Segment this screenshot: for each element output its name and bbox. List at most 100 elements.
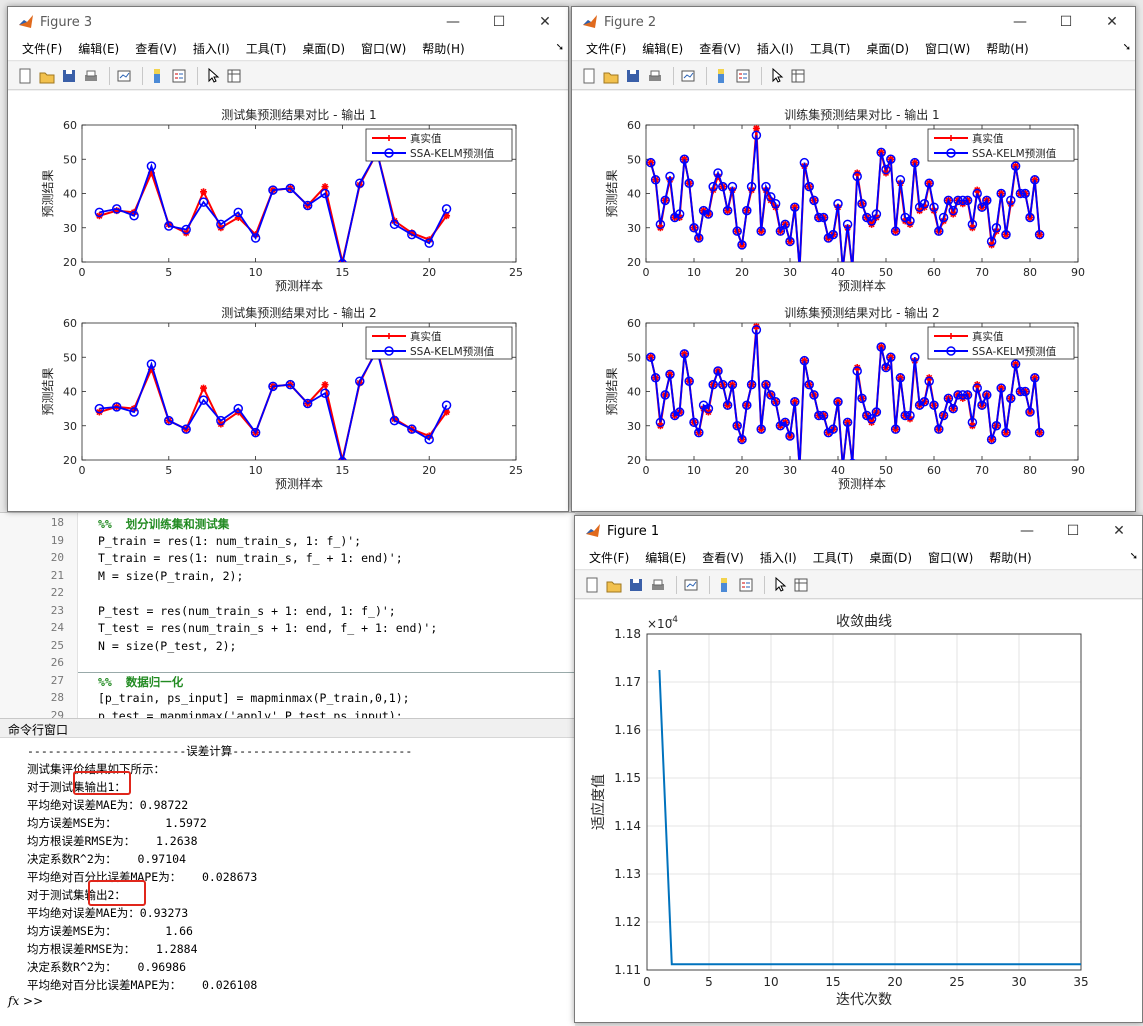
pointer-icon[interactable]	[767, 67, 785, 85]
menu-help[interactable]: 帮助(H)	[422, 42, 465, 56]
property-inspector-icon[interactable]	[792, 576, 810, 594]
close-button[interactable]: ✕	[1106, 14, 1118, 30]
open-folder-icon[interactable]	[605, 576, 623, 594]
code-line[interactable]: N = size(P_test, 2);	[98, 638, 237, 653]
colorbar-icon[interactable]	[715, 576, 733, 594]
print-icon[interactable]	[82, 67, 100, 85]
open-folder-icon[interactable]	[38, 67, 56, 85]
figure1-titlebar[interactable]: Figure 1 — ☐ ✕	[575, 516, 1142, 546]
figure1-toolbar	[575, 571, 1142, 599]
command-window-header: 命令行窗口	[0, 718, 575, 738]
new-file-icon[interactable]	[16, 67, 34, 85]
menu-desktop[interactable]: 桌面(D)	[869, 551, 913, 565]
predicted-value-marker	[852, 366, 862, 376]
save-icon[interactable]	[627, 576, 645, 594]
menu-edit[interactable]: 编辑(E)	[642, 42, 684, 56]
menu-view[interactable]: 查看(V)	[135, 42, 177, 56]
new-file-icon[interactable]	[583, 576, 601, 594]
legend[interactable]: 真实值 SSA-KELM预测值	[365, 326, 513, 360]
colorbar-icon[interactable]	[712, 67, 730, 85]
legend-icon[interactable]	[170, 67, 188, 85]
figure2-titlebar[interactable]: Figure 2 — ☐ ✕	[572, 7, 1135, 37]
true-value-marker	[796, 463, 803, 470]
legend[interactable]: 真实值 SSA-KELM预测值	[927, 128, 1075, 162]
predicted-value-marker	[905, 410, 915, 421]
minimize-button[interactable]: —	[446, 14, 460, 30]
figure1-window[interactable]: Figure 1 — ☐ ✕ 文件(F) 编辑(E) 查看(V) 插入(I) 工…	[574, 515, 1143, 1023]
link-plot-icon[interactable]	[115, 67, 133, 85]
menu-view[interactable]: 查看(V)	[702, 551, 744, 565]
link-plot-icon[interactable]	[682, 576, 700, 594]
menu-insert[interactable]: 插入(I)	[759, 551, 797, 565]
menu-file[interactable]: 文件(F)	[586, 42, 627, 56]
minimize-button[interactable]: —	[1020, 523, 1034, 539]
maximize-button[interactable]: ☐	[1066, 523, 1080, 539]
code-line[interactable]: M = size(P_train, 2);	[98, 568, 244, 583]
predicted-value-marker	[355, 178, 365, 188]
code-section-comment[interactable]: %% 数据归一化	[98, 674, 184, 689]
figure2-window[interactable]: Figure 2 — ☐ ✕ 文件(F) 编辑(E) 查看(V) 插入(I) 工…	[571, 6, 1136, 512]
close-button[interactable]: ✕	[539, 14, 551, 30]
pointer-icon[interactable]	[203, 67, 221, 85]
print-icon[interactable]	[649, 576, 667, 594]
maximize-button[interactable]: ☐	[492, 14, 506, 30]
command-window[interactable]: -----------------------误差计算-------------…	[0, 738, 575, 1026]
command-prompt[interactable]: fx >>	[8, 994, 44, 1008]
new-file-icon[interactable]	[580, 67, 598, 85]
menu-help[interactable]: 帮助(H)	[986, 42, 1029, 56]
menu-help[interactable]: 帮助(H)	[989, 551, 1032, 565]
menu-tools[interactable]: 工具(T)	[812, 551, 854, 565]
menu-edit[interactable]: 编辑(E)	[78, 42, 120, 56]
x-tick-label: 30	[783, 266, 797, 279]
menu-insert[interactable]: 插入(I)	[756, 42, 794, 56]
menu-tools[interactable]: 工具(T)	[245, 42, 287, 56]
legend-icon[interactable]	[737, 576, 755, 594]
menu-file[interactable]: 文件(F)	[22, 42, 63, 56]
legend[interactable]: 真实值 SSA-KELM预测值	[365, 128, 513, 162]
predicted-value-marker	[746, 379, 757, 390]
menu-view[interactable]: 查看(V)	[699, 42, 741, 56]
code-line[interactable]: T_test = res(num_train_s + 1: end, f_ + …	[98, 621, 438, 635]
minimize-button[interactable]: —	[1013, 14, 1027, 30]
dock-arrow-icon[interactable]: ➘	[1129, 551, 1138, 562]
code-editor[interactable]: 18 %% 划分训练集和测试集 19 P_train = res(1: num_tra…	[0, 512, 575, 723]
colorbar-icon[interactable]	[148, 67, 166, 85]
menu-window[interactable]: 窗口(W)	[928, 551, 974, 565]
code-line[interactable]: T_train = res(1: num_train_s, f_ + 1: en…	[98, 551, 403, 565]
code-line[interactable]: [p_train, ps_input] = mapminmax(P_train,…	[98, 691, 410, 705]
predicted-value-marker	[958, 390, 968, 400]
true-value-marker	[443, 212, 451, 220]
property-inspector-icon[interactable]	[225, 67, 243, 85]
menu-window[interactable]: 窗口(W)	[361, 42, 407, 56]
legend-icon[interactable]	[734, 67, 752, 85]
legend[interactable]: 真实值 SSA-KELM预测值	[927, 326, 1075, 360]
maximize-button[interactable]: ☐	[1059, 14, 1073, 30]
figure3-window[interactable]: Figure 3 — ☐ ✕ 文件(F) 编辑(E) 查看(V) 插入(I) 工…	[7, 6, 569, 512]
code-section-comment[interactable]: %% 划分训练集和测试集	[98, 517, 230, 531]
code-line[interactable]: P_test = res(num_train_s + 1: end, 1: f_…	[98, 603, 396, 618]
line-number: 19	[50, 533, 64, 547]
close-button[interactable]: ✕	[1113, 523, 1125, 539]
pointer-icon[interactable]	[770, 576, 788, 594]
predicted-value-marker	[703, 209, 714, 219]
menu-desktop[interactable]: 桌面(D)	[866, 42, 910, 56]
figure3-titlebar[interactable]: Figure 3 — ☐ ✕	[8, 7, 568, 37]
menu-file[interactable]: 文件(F)	[589, 551, 630, 565]
x-tick-label: 15	[825, 975, 840, 989]
predicted-value-marker	[703, 403, 714, 414]
dock-arrow-icon[interactable]: ➘	[555, 42, 564, 53]
predicted-value-marker	[818, 212, 829, 223]
code-line[interactable]: P_train = res(1: num_train_s, 1: f_)';	[98, 533, 362, 548]
menu-desktop[interactable]: 桌面(D)	[302, 42, 346, 56]
print-icon[interactable]	[646, 67, 664, 85]
dock-arrow-icon[interactable]: ➘	[1122, 42, 1131, 53]
menu-edit[interactable]: 编辑(E)	[645, 551, 687, 565]
property-inspector-icon[interactable]	[789, 67, 807, 85]
link-plot-icon[interactable]	[679, 67, 697, 85]
open-folder-icon[interactable]	[602, 67, 620, 85]
save-icon[interactable]	[624, 67, 642, 85]
menu-tools[interactable]: 工具(T)	[809, 42, 851, 56]
save-icon[interactable]	[60, 67, 78, 85]
menu-window[interactable]: 窗口(W)	[925, 42, 971, 56]
menu-insert[interactable]: 插入(I)	[192, 42, 230, 56]
